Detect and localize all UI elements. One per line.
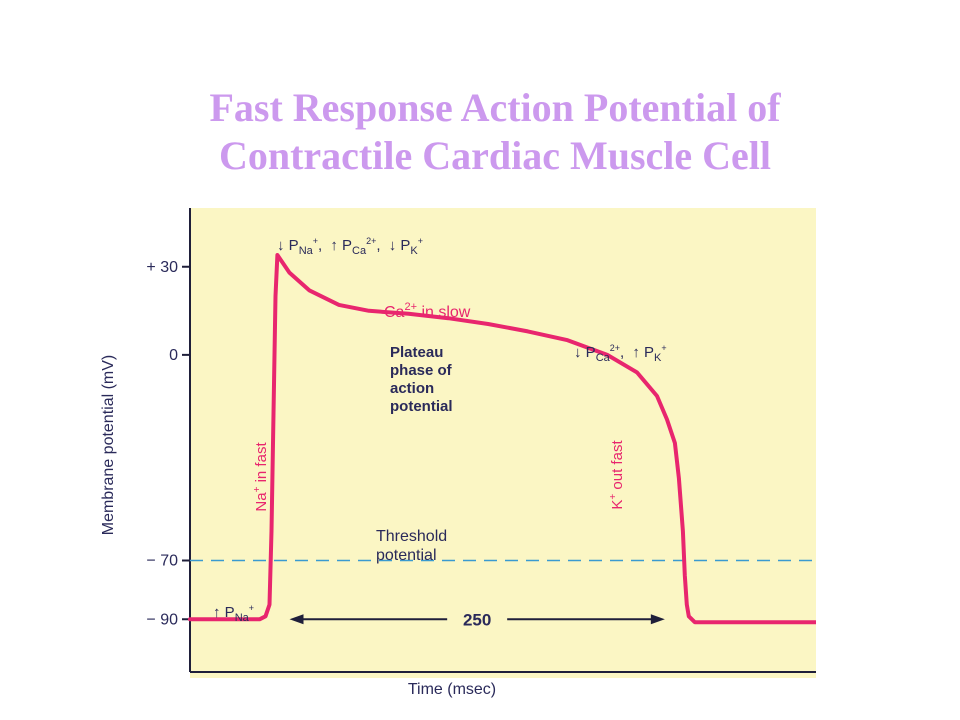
svg-text:phase of: phase of	[390, 362, 453, 379]
arrow-down-icon: ↓	[389, 237, 397, 254]
duration-label: 250	[463, 610, 491, 629]
arrow-down-icon: ↓	[277, 237, 285, 254]
slide-title-line-1: Fast Response Action Potential of	[209, 85, 781, 130]
plateau-label: Plateau phase of action potential	[390, 344, 453, 415]
slide-title: Fast Response Action Potential of Contra…	[0, 84, 960, 180]
action-potential-chart: + 30 0 − 70 − 90 Membrane potential (mV) Ti…	[100, 208, 816, 698]
threshold-label-line-2: potential	[376, 547, 437, 564]
svg-text:potential: potential	[390, 398, 453, 415]
right-permeability-annotation: ↓ PCa2+, ↑ PK+	[574, 343, 667, 364]
y-tick-label: 0	[169, 347, 178, 364]
chart-panel	[190, 208, 816, 678]
y-tick-label: + 30	[146, 259, 178, 276]
arrow-down-icon: ↓	[574, 344, 582, 361]
arrow-up-icon: ↑	[330, 237, 338, 254]
arrow-up-icon: ↑	[213, 604, 221, 621]
threshold-label-line-1: Threshold	[376, 528, 447, 545]
top-permeability-annotation: ↓ PNa+, ↑ PCa2+, ↓ PK+	[277, 236, 423, 257]
x-axis-label: Time (msec)	[408, 681, 496, 698]
slide-title-line-2: Contractile Cardiac Muscle Cell	[218, 133, 772, 178]
na-in-fast-label: Na+ in fast	[252, 442, 270, 512]
bottom-permeability-annotation: ↑ PNa+	[213, 603, 254, 624]
y-tick-label: − 70	[146, 553, 178, 570]
svg-text:action: action	[390, 380, 434, 397]
duration-arrow: 250	[289, 610, 665, 629]
k-out-fast-label: K+ out fast	[608, 440, 626, 510]
action-potential-curve	[188, 253, 816, 625]
y-axis-label: Membrane potential (mV)	[100, 355, 117, 536]
y-tick-group: + 30 0 − 70 − 90	[146, 259, 190, 628]
svg-text:Plateau: Plateau	[390, 344, 443, 361]
y-tick-label: − 90	[146, 611, 178, 628]
arrow-up-icon: ↑	[632, 344, 640, 361]
ca-in-slow-label: Ca2+ in slow	[384, 301, 471, 321]
